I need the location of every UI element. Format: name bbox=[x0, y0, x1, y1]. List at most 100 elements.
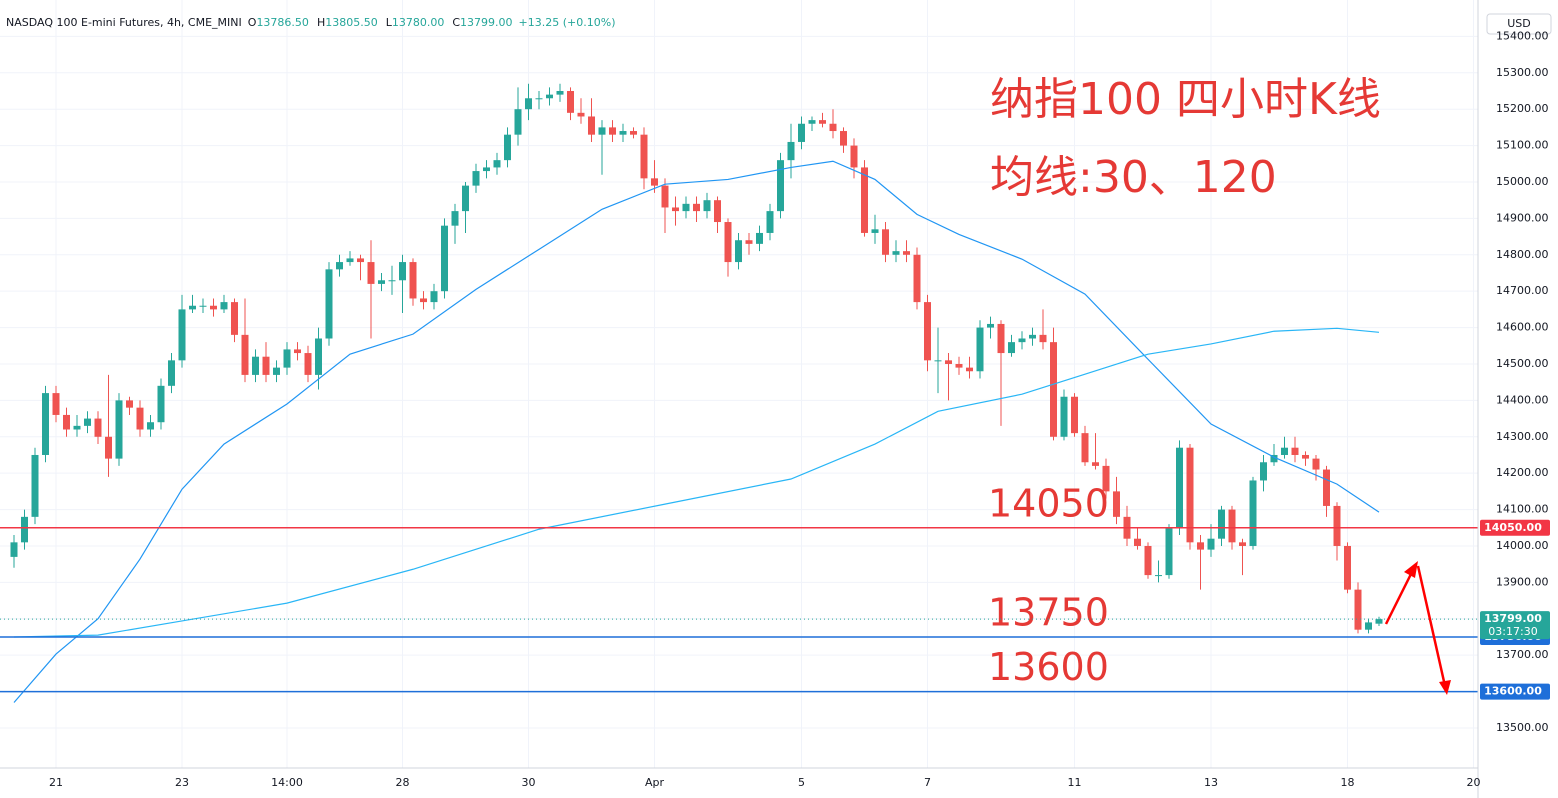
candle-body bbox=[861, 167, 868, 233]
candle-body bbox=[693, 203, 700, 212]
chart-subtitle: 均线:30、120 bbox=[990, 152, 1277, 203]
candle-body bbox=[84, 418, 91, 426]
candle-body bbox=[1134, 538, 1141, 546]
candle-body bbox=[924, 302, 931, 361]
candle-body bbox=[388, 280, 396, 282]
chart-title: 纳指100 四小时K线 bbox=[990, 74, 1381, 125]
candle-body bbox=[651, 178, 658, 186]
candle-body bbox=[1207, 538, 1215, 550]
candle-body bbox=[399, 262, 406, 281]
candle-body bbox=[903, 251, 910, 255]
candle-body bbox=[882, 229, 889, 255]
candle-body bbox=[304, 353, 312, 375]
candle-body bbox=[409, 262, 417, 299]
candle-body bbox=[672, 207, 679, 212]
candle-body bbox=[1113, 491, 1120, 517]
candle-body bbox=[1291, 447, 1299, 455]
x-tick-label: 11 bbox=[1068, 776, 1082, 789]
candle-body bbox=[1155, 575, 1162, 577]
candle-body bbox=[514, 109, 522, 135]
candle-body bbox=[976, 327, 984, 372]
x-tick-label: 5 bbox=[798, 776, 805, 789]
legend-key: L bbox=[386, 16, 393, 29]
candle-body bbox=[787, 141, 795, 161]
price-tag-label: 13600.00 bbox=[1484, 685, 1542, 698]
candle-body bbox=[934, 360, 942, 362]
candle-body bbox=[546, 94, 553, 99]
y-tick-label: 15100.00 bbox=[1496, 139, 1549, 152]
y-tick-label: 15200.00 bbox=[1496, 102, 1549, 115]
candle-body bbox=[126, 400, 133, 408]
candle-body bbox=[1018, 338, 1026, 343]
candle-body bbox=[1239, 542, 1246, 546]
candle-body bbox=[472, 171, 480, 186]
legend-key: H bbox=[317, 16, 325, 29]
price-tag-label: 14050.00 bbox=[1484, 521, 1542, 534]
candle-body bbox=[735, 240, 742, 263]
arrow-head bbox=[1439, 680, 1451, 695]
candle-body bbox=[315, 338, 322, 375]
candle-body bbox=[556, 90, 564, 95]
candle-body bbox=[1050, 342, 1057, 437]
candle-body bbox=[136, 407, 144, 430]
y-tick-label: 15000.00 bbox=[1496, 175, 1549, 188]
candle-body bbox=[451, 211, 459, 226]
level-annotation: 13750 bbox=[988, 590, 1109, 634]
candle-body bbox=[598, 127, 606, 135]
y-tick-label: 15300.00 bbox=[1496, 66, 1549, 79]
candle-body bbox=[1008, 342, 1015, 354]
candle-body bbox=[378, 280, 385, 284]
candle-body bbox=[777, 160, 784, 212]
grid bbox=[0, 0, 1478, 768]
price-tag-label: 13799.00 bbox=[1484, 612, 1542, 625]
candle-body bbox=[1312, 458, 1320, 470]
candle-body bbox=[220, 302, 228, 310]
candle-body bbox=[745, 240, 753, 244]
candle-body bbox=[231, 302, 238, 335]
candle-body bbox=[1102, 465, 1110, 492]
candle-body bbox=[367, 262, 375, 284]
arrow bbox=[1384, 567, 1416, 625]
candle-body bbox=[913, 254, 921, 303]
candle-body bbox=[1144, 545, 1152, 576]
candle-body bbox=[1039, 334, 1047, 343]
candle-body bbox=[609, 127, 616, 135]
candle-body bbox=[52, 393, 60, 415]
currency-button[interactable] bbox=[1486, 13, 1552, 35]
candle-body bbox=[294, 349, 301, 354]
legend: NASDAQ 100 E-mini Futures, 4h, CME_MINI O… bbox=[6, 16, 616, 29]
x-tick-label: 23 bbox=[175, 776, 189, 789]
candle-body bbox=[1344, 545, 1351, 590]
candle-body bbox=[955, 363, 963, 368]
candle-body bbox=[798, 123, 805, 142]
x-tick-label: 28 bbox=[396, 776, 410, 789]
currency[interactable]: USD bbox=[1507, 17, 1531, 30]
candle-body bbox=[966, 367, 973, 372]
y-tick-label: 14100.00 bbox=[1496, 503, 1549, 516]
candle-body bbox=[283, 349, 291, 368]
level-annotation: 13600 bbox=[988, 645, 1109, 689]
candle-body bbox=[1081, 433, 1089, 463]
candle-body bbox=[189, 305, 196, 310]
candle-body bbox=[357, 258, 364, 263]
candle-body bbox=[178, 309, 186, 361]
arrows bbox=[1384, 561, 1451, 695]
y-tick-label: 13700.00 bbox=[1496, 648, 1549, 661]
candle-body bbox=[483, 167, 490, 172]
candle-body bbox=[94, 418, 102, 437]
candle-body bbox=[105, 436, 112, 459]
candle-body bbox=[1260, 462, 1267, 481]
candle-body bbox=[808, 120, 816, 124]
legend-key: O bbox=[248, 16, 257, 29]
y-tick-label: 14400.00 bbox=[1496, 393, 1549, 406]
price-tag bbox=[1480, 519, 1550, 536]
candle-body bbox=[262, 356, 270, 375]
candle-body bbox=[31, 454, 39, 517]
candle-body bbox=[661, 185, 669, 208]
candle-body bbox=[493, 160, 501, 168]
candle-body bbox=[1197, 542, 1204, 550]
x-tick-label: Apr bbox=[645, 776, 665, 789]
candle-body bbox=[1186, 447, 1194, 543]
candle-body bbox=[73, 425, 81, 430]
candle-body bbox=[42, 393, 49, 455]
